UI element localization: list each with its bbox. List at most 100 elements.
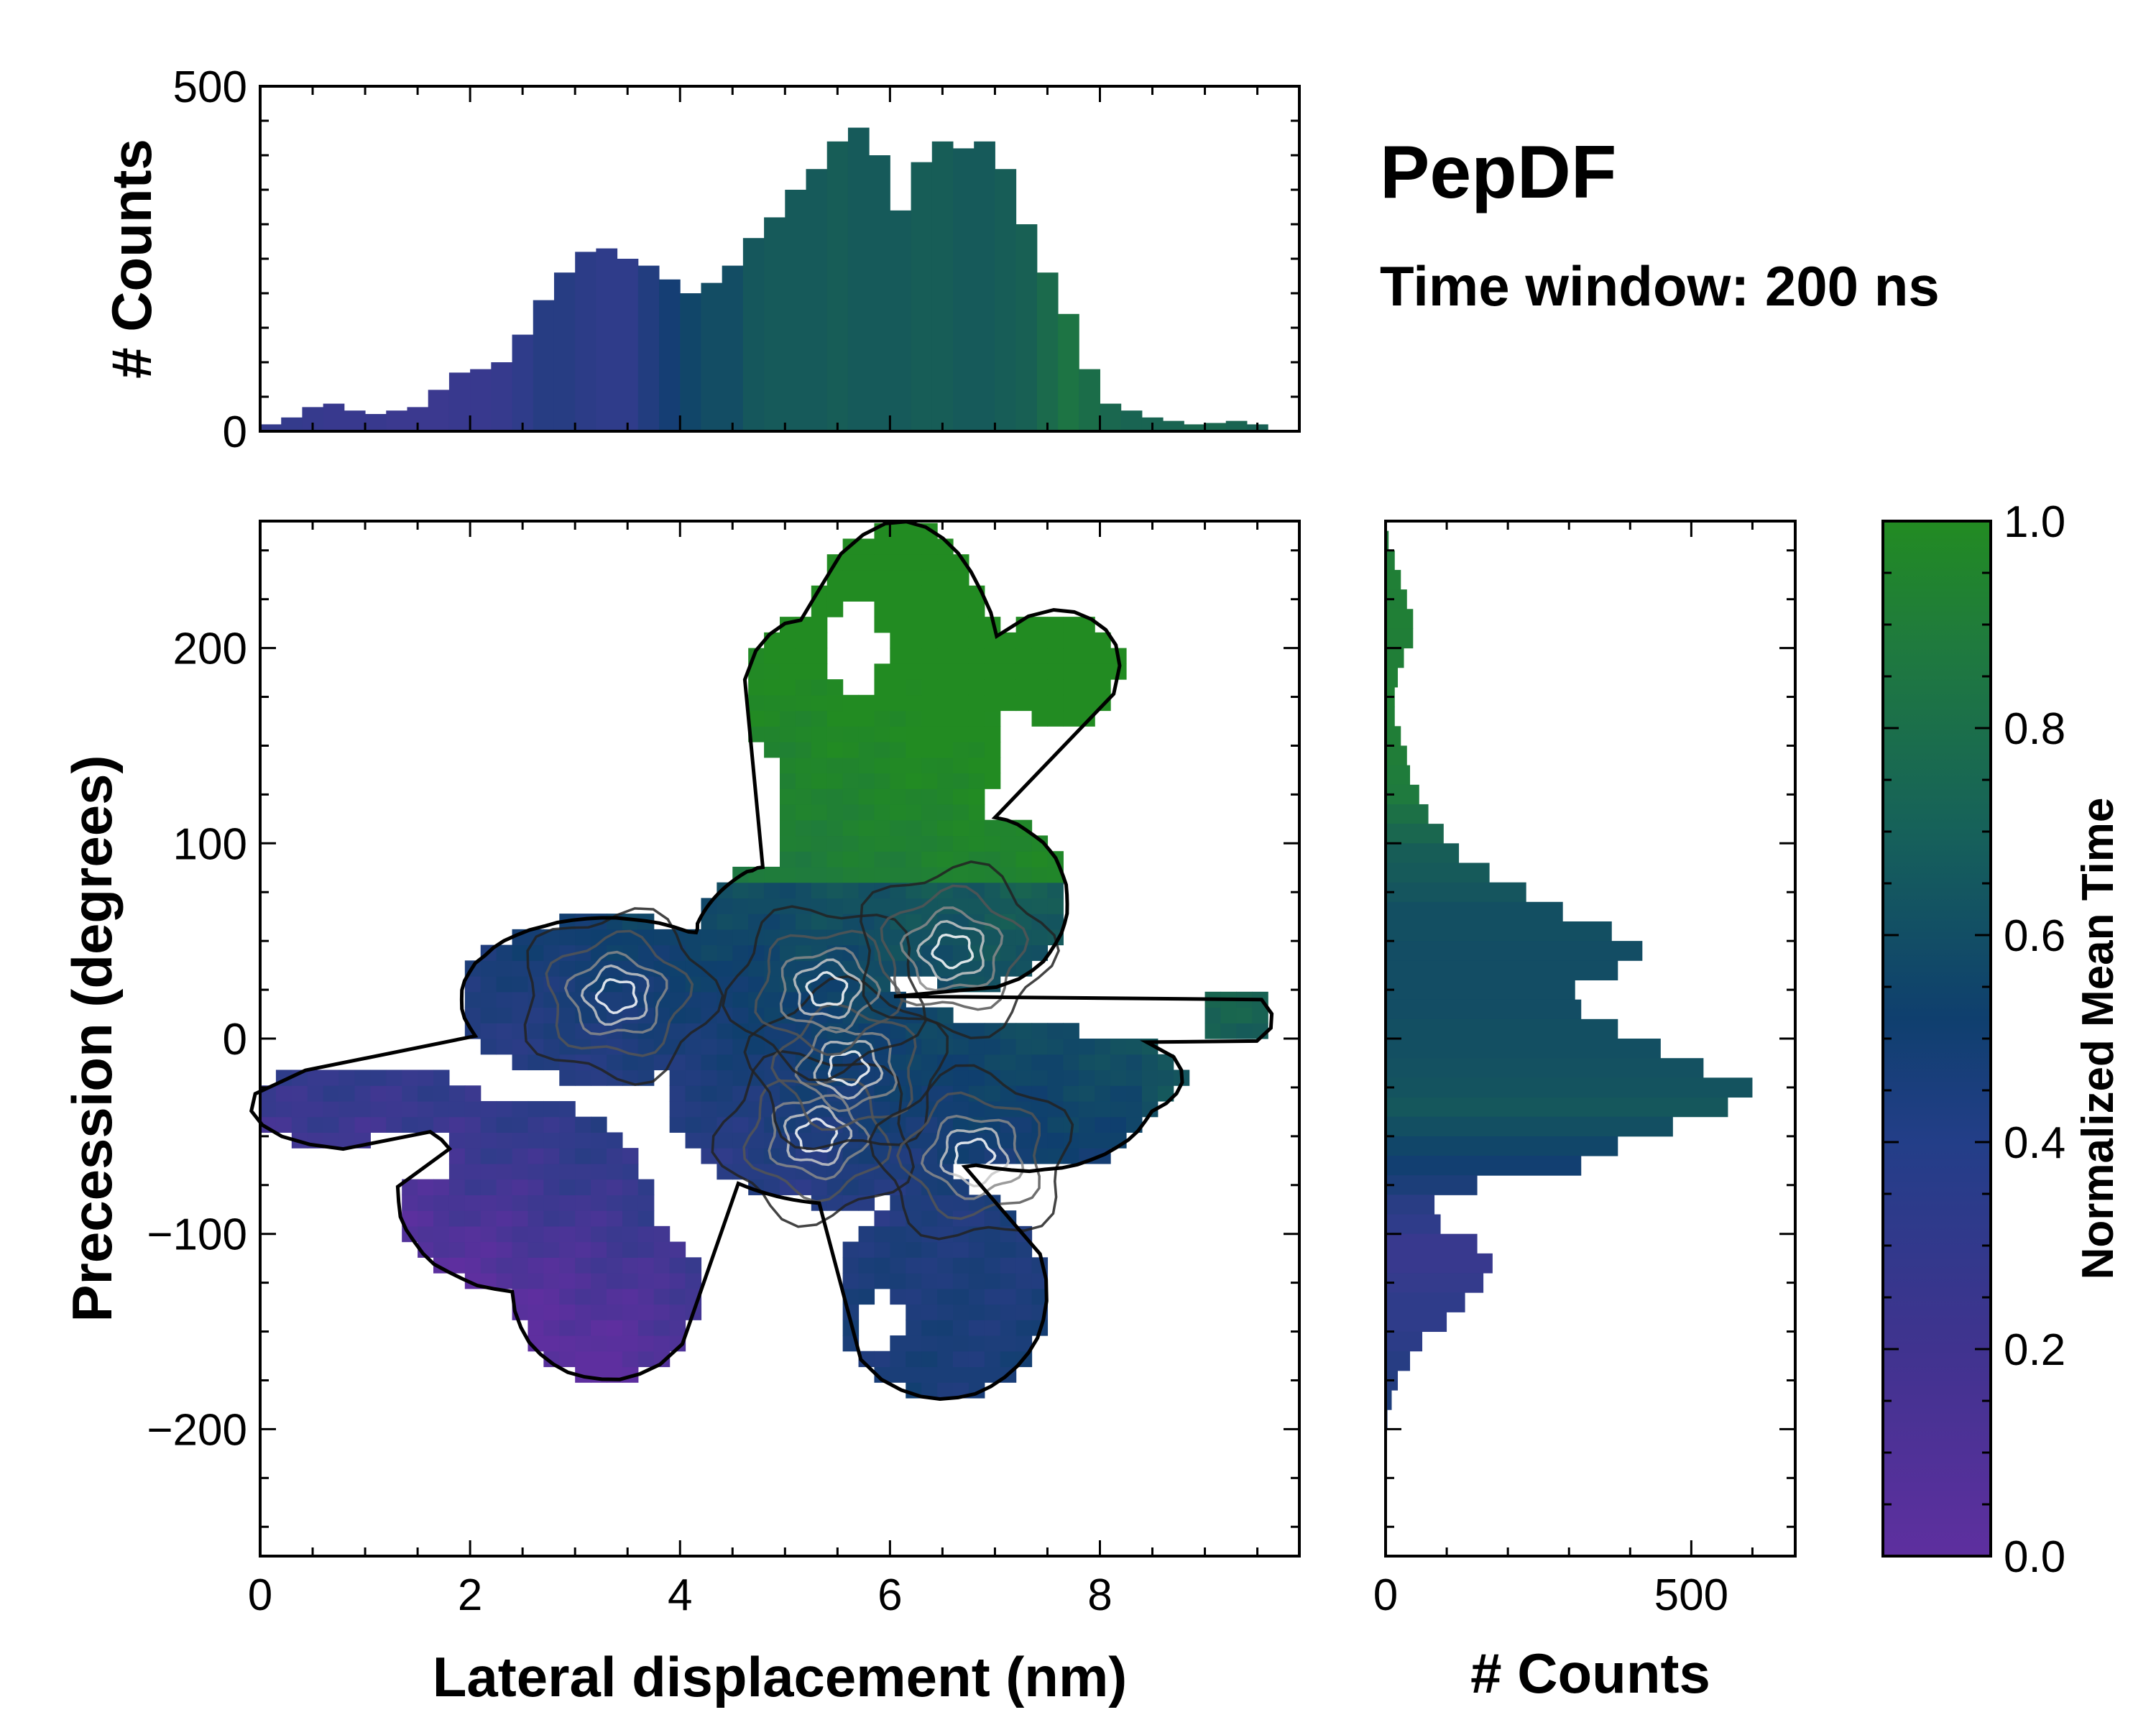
heatmap-cell bbox=[575, 1195, 591, 1211]
heatmap-cell bbox=[984, 819, 1001, 837]
heatmap-cell bbox=[953, 742, 969, 758]
right-histogram-bar bbox=[1386, 1097, 1728, 1118]
heatmap-cell bbox=[496, 960, 513, 977]
heatmap-cell bbox=[921, 1366, 938, 1383]
heatmap-cell bbox=[607, 1179, 623, 1195]
heatmap-cell bbox=[921, 710, 938, 727]
heatmap-cell bbox=[811, 601, 828, 617]
heatmap-cell bbox=[826, 773, 844, 789]
density-contour bbox=[794, 1026, 898, 1113]
heatmap-cell bbox=[528, 1007, 544, 1024]
heatmap-cell bbox=[701, 1023, 717, 1039]
heatmap-cell bbox=[874, 851, 890, 868]
heatmap-cell bbox=[874, 679, 890, 696]
right-histogram-bar bbox=[1386, 1312, 1447, 1333]
heatmap-cell bbox=[921, 1210, 938, 1227]
heatmap-cell bbox=[622, 1273, 639, 1289]
heatmap-cell bbox=[669, 1288, 686, 1305]
heatmap-cell bbox=[1000, 898, 1017, 914]
heatmap-cell bbox=[1000, 1273, 1017, 1289]
heatmap-cell bbox=[480, 1210, 497, 1227]
heatmap-cell bbox=[890, 538, 906, 555]
heatmap-cell bbox=[543, 1100, 560, 1118]
colorbar-label: Normalized Mean Time bbox=[2073, 798, 2123, 1280]
heatmap-cell bbox=[1095, 1039, 1111, 1055]
heatmap-cell bbox=[984, 1320, 1001, 1336]
heatmap-cell bbox=[780, 882, 796, 898]
heatmap-cell bbox=[906, 1351, 922, 1368]
heatmap-cell bbox=[984, 1257, 1001, 1274]
heatmap-cell bbox=[826, 757, 844, 774]
top-histogram-bar bbox=[742, 238, 765, 431]
heatmap-cell bbox=[528, 1304, 544, 1320]
heatmap-cell bbox=[464, 1085, 482, 1102]
heatmap-cell bbox=[921, 1382, 938, 1399]
heatmap-cell bbox=[607, 1210, 623, 1227]
heatmap-cell bbox=[968, 1320, 985, 1336]
heatmap-cell bbox=[637, 1257, 655, 1274]
heatmap-cell bbox=[701, 1054, 717, 1071]
heatmap-cell bbox=[1047, 663, 1064, 680]
heatmap-cell bbox=[780, 648, 796, 664]
heatmap-cell bbox=[748, 663, 765, 680]
heatmap-cell bbox=[937, 710, 954, 727]
heatmap-cell bbox=[937, 694, 954, 712]
heatmap-cell bbox=[480, 1100, 497, 1118]
heatmap-cell bbox=[528, 1023, 544, 1039]
heatmap-cell bbox=[968, 1273, 985, 1289]
heatmap-cell bbox=[874, 1179, 890, 1195]
top-histogram-bar bbox=[806, 169, 828, 431]
right-histogram-bar bbox=[1386, 1331, 1423, 1352]
heatmap-cell bbox=[637, 1007, 655, 1024]
heatmap-cell bbox=[890, 804, 906, 821]
heatmap-cell bbox=[906, 1335, 922, 1352]
heatmap-cell bbox=[717, 1054, 733, 1071]
heatmap-cell bbox=[968, 601, 985, 617]
heatmap-cell bbox=[826, 819, 844, 837]
top-histogram-bar bbox=[637, 265, 660, 431]
heatmap-cell bbox=[685, 1070, 702, 1086]
heatmap-cell bbox=[811, 804, 828, 821]
top-histogram-bar bbox=[722, 265, 744, 431]
heatmap-cell bbox=[669, 1085, 686, 1102]
heatmap-cell bbox=[622, 1304, 639, 1320]
heatmap-cell bbox=[921, 1241, 938, 1258]
heatmap-cell bbox=[637, 1288, 655, 1305]
top-histogram-bar bbox=[701, 282, 723, 431]
heatmap-cell bbox=[984, 773, 1001, 789]
heatmap-cell bbox=[669, 1007, 686, 1024]
heatmap-cell bbox=[1015, 1241, 1033, 1258]
heatmap-cell bbox=[764, 648, 780, 664]
heatmap-cell bbox=[448, 1241, 466, 1258]
right-x-tick-label: 500 bbox=[1654, 1570, 1728, 1620]
heatmap-cell bbox=[338, 1116, 356, 1133]
heatmap-cell bbox=[842, 585, 860, 602]
density-contour bbox=[545, 929, 694, 1057]
heatmap-cell bbox=[1095, 1054, 1111, 1071]
heatmap-cell bbox=[354, 1070, 371, 1086]
y-tick-label: 100 bbox=[173, 819, 247, 869]
heatmap-cell bbox=[480, 960, 497, 977]
heatmap-cell bbox=[622, 1241, 639, 1258]
top-histogram-bar bbox=[386, 410, 407, 431]
right-histogram-bar bbox=[1386, 707, 1395, 727]
heatmap-cell bbox=[858, 1070, 875, 1086]
heatmap-cell bbox=[622, 1320, 639, 1336]
heatmap-cell bbox=[464, 976, 482, 993]
heatmap-cell bbox=[953, 1241, 969, 1258]
heatmap-cell bbox=[842, 866, 860, 883]
heatmap-cell bbox=[968, 1023, 985, 1039]
heatmap-cell bbox=[512, 1007, 529, 1024]
density-contour bbox=[768, 1094, 870, 1181]
heatmap-cell bbox=[780, 632, 796, 649]
heatmap-cell bbox=[890, 601, 906, 617]
heatmap-cell bbox=[496, 1039, 513, 1055]
heatmap-cell bbox=[953, 1070, 969, 1086]
heatmap-cell bbox=[591, 1148, 607, 1164]
heatmap-cell bbox=[921, 1039, 938, 1055]
heatmap-cell bbox=[637, 1039, 655, 1055]
heatmap-cell bbox=[260, 1100, 277, 1118]
heatmap-cell bbox=[937, 1257, 954, 1274]
heatmap-cell bbox=[637, 1241, 655, 1258]
heatmap-cell bbox=[906, 726, 922, 742]
